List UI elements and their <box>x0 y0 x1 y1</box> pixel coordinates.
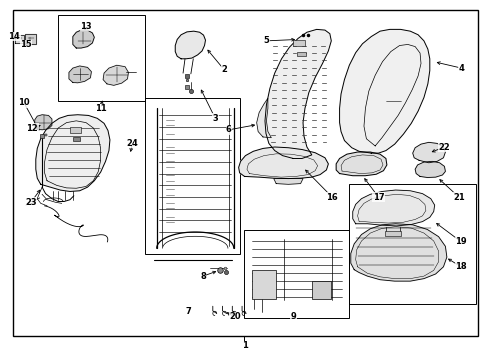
Bar <box>297 52 305 56</box>
Polygon shape <box>25 34 36 44</box>
Polygon shape <box>69 66 91 83</box>
Polygon shape <box>352 190 434 226</box>
Text: 17: 17 <box>372 193 384 202</box>
Text: 6: 6 <box>225 125 231 134</box>
Text: 3: 3 <box>212 114 218 123</box>
Polygon shape <box>175 31 205 59</box>
Bar <box>244 230 348 318</box>
Text: 19: 19 <box>454 237 466 246</box>
Bar <box>73 137 80 141</box>
Text: 15: 15 <box>20 40 32 49</box>
Polygon shape <box>414 161 445 177</box>
Polygon shape <box>15 35 24 43</box>
Polygon shape <box>339 30 429 153</box>
Text: 14: 14 <box>8 32 20 41</box>
Text: 18: 18 <box>454 262 466 271</box>
Polygon shape <box>256 98 271 138</box>
Text: 1: 1 <box>241 341 247 350</box>
Text: 2: 2 <box>221 65 226 74</box>
Text: 20: 20 <box>228 312 240 321</box>
Polygon shape <box>238 147 328 179</box>
Bar <box>348 184 475 304</box>
Text: 22: 22 <box>438 143 449 152</box>
Text: 7: 7 <box>185 307 191 316</box>
Bar <box>384 231 400 235</box>
Text: 10: 10 <box>18 98 30 107</box>
Text: 13: 13 <box>80 22 92 31</box>
Polygon shape <box>35 115 52 130</box>
Text: 21: 21 <box>452 193 464 202</box>
Text: 9: 9 <box>290 312 296 321</box>
Text: 24: 24 <box>126 139 138 148</box>
Polygon shape <box>103 65 128 85</box>
Polygon shape <box>73 30 94 48</box>
Bar <box>70 127 81 134</box>
Text: 5: 5 <box>263 36 269 45</box>
Bar <box>58 15 144 101</box>
Text: 16: 16 <box>325 193 338 202</box>
Polygon shape <box>36 115 110 192</box>
Text: 11: 11 <box>95 104 106 113</box>
Polygon shape <box>335 152 386 176</box>
Bar <box>144 98 239 253</box>
Text: 8: 8 <box>200 271 205 280</box>
Polygon shape <box>350 224 446 281</box>
Polygon shape <box>273 179 303 184</box>
Polygon shape <box>264 30 330 158</box>
Text: 23: 23 <box>25 198 37 207</box>
Text: 4: 4 <box>458 64 464 73</box>
Bar <box>293 40 305 45</box>
Bar <box>251 270 276 299</box>
Polygon shape <box>412 142 445 163</box>
Bar <box>311 281 330 299</box>
Text: 12: 12 <box>26 123 38 132</box>
